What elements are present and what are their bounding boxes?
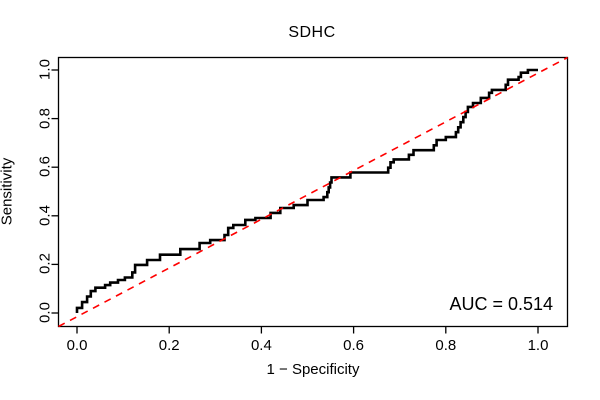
x-axis-title: 1 − Specificity bbox=[266, 361, 360, 378]
y-axis-title: Sensitivity bbox=[0, 157, 16, 226]
reference-diagonal-line bbox=[58, 56, 568, 328]
y-tick-label: 1.0 bbox=[36, 59, 54, 80]
x-tick-label: 1.0 bbox=[527, 337, 549, 354]
y-tick-label: 0.6 bbox=[36, 156, 54, 178]
x-tick-label: 0.8 bbox=[435, 337, 457, 354]
chart-title: SDHC bbox=[288, 24, 336, 41]
x-tick-label: 0.4 bbox=[250, 337, 272, 354]
y-tick-label: 0.2 bbox=[36, 253, 54, 275]
x-tick-label: 0.6 bbox=[343, 337, 365, 354]
y-tick-label: 0.0 bbox=[36, 302, 54, 323]
roc-curve bbox=[75, 68, 538, 313]
x-tick-label: 0.0 bbox=[66, 337, 88, 354]
y-tick-label: 0.8 bbox=[36, 107, 54, 129]
auc-annotation: AUC = 0.514 bbox=[449, 294, 553, 314]
plot-frame bbox=[57, 56, 569, 328]
x-tick-label: 0.2 bbox=[158, 337, 180, 354]
y-tick-label: 0.4 bbox=[36, 204, 54, 226]
